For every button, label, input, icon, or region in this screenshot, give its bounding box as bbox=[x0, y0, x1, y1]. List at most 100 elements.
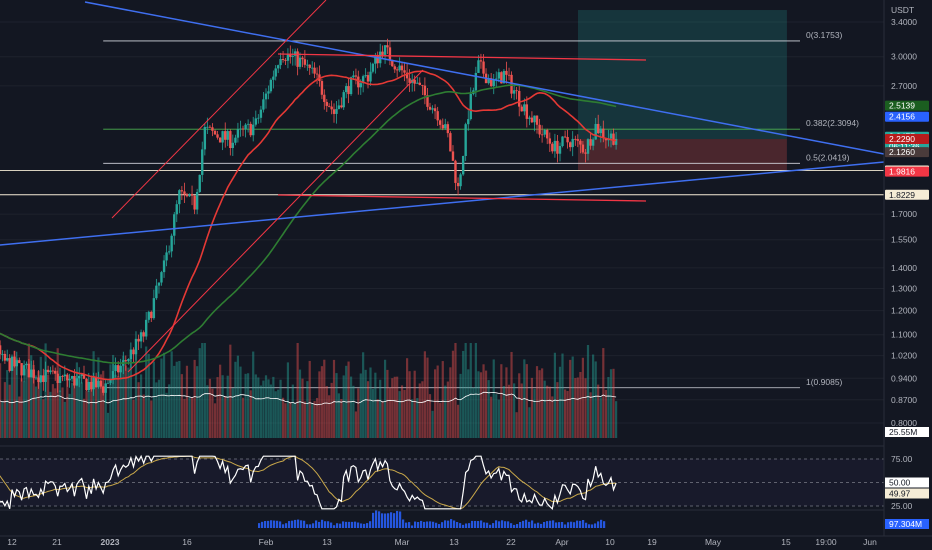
volume-bar bbox=[109, 364, 112, 438]
time-axis[interactable]: 12 21 2023 16 Feb 13 Mar 13 22 Apr 10 19 May 15 19:00 J… bbox=[0, 535, 932, 547]
volume-bar bbox=[97, 357, 100, 438]
candle-body bbox=[538, 124, 541, 135]
volume-bar bbox=[337, 393, 340, 438]
volume-bar bbox=[87, 390, 90, 438]
candle-body bbox=[102, 386, 105, 393]
candle-body bbox=[221, 131, 224, 143]
volume-bar bbox=[548, 386, 551, 438]
volume-bar bbox=[558, 366, 562, 438]
fibonacci-levels[interactable]: 0(3.1753) 0.382(2.3094) 0.5(2.0419) 1(0.908… bbox=[0, 30, 884, 389]
volume-profile-bar bbox=[459, 523, 462, 528]
volume-bar bbox=[226, 375, 229, 438]
candle-body bbox=[518, 90, 521, 107]
volume-bar bbox=[54, 388, 57, 438]
volume-bar bbox=[80, 382, 83, 438]
candle-body bbox=[301, 57, 304, 60]
volume-bar bbox=[520, 383, 523, 438]
candle-body bbox=[190, 193, 194, 196]
candle-body bbox=[155, 285, 158, 299]
volume-profile-bar bbox=[330, 522, 333, 528]
volume-bar bbox=[364, 369, 367, 438]
volume-bar bbox=[439, 402, 442, 438]
candle-body bbox=[185, 194, 189, 197]
volume-bar bbox=[574, 378, 577, 438]
candle-body bbox=[340, 105, 343, 108]
candle-body bbox=[139, 332, 143, 342]
time-tick-label: 13 bbox=[449, 537, 459, 547]
volume-profile-bar bbox=[327, 521, 330, 528]
volume-profile-bar bbox=[570, 521, 573, 528]
volume-profile-value: 97.304M bbox=[889, 519, 922, 529]
volume-bar bbox=[571, 356, 574, 438]
volume-bar bbox=[464, 343, 467, 438]
volume-profile-bar bbox=[594, 523, 597, 528]
volume-bar bbox=[183, 398, 186, 438]
volume-profile-bar bbox=[465, 523, 468, 528]
volume-bar bbox=[99, 374, 102, 438]
rsi-ma-line bbox=[0, 455, 617, 510]
price-tag-value: 2.1260 bbox=[889, 147, 915, 157]
volume-bar bbox=[423, 351, 426, 438]
volume-profile-bar bbox=[456, 522, 459, 528]
candle-body bbox=[421, 84, 424, 86]
volume-bar bbox=[20, 378, 23, 438]
candle-body bbox=[157, 282, 161, 286]
candle-body bbox=[173, 214, 176, 236]
volume-bar bbox=[492, 359, 495, 438]
volume-bar bbox=[37, 371, 40, 438]
time-tick-label: 13 bbox=[322, 537, 332, 547]
candle-body bbox=[39, 375, 42, 383]
volume-bar bbox=[137, 382, 140, 438]
volume-bar bbox=[323, 359, 326, 438]
candle-body bbox=[46, 369, 50, 373]
candle-body bbox=[134, 338, 138, 355]
volume-profile-bar bbox=[387, 513, 390, 528]
candle-body bbox=[594, 123, 597, 140]
candle-body bbox=[291, 55, 294, 57]
volume-bar bbox=[68, 393, 71, 438]
support-line bbox=[277, 194, 647, 202]
price-axis[interactable]: 3.4000 3.0000 2.7000 1.7000 1.5500 1.4000 1.30… bbox=[883, 0, 917, 536]
volume-bar bbox=[25, 368, 28, 438]
position-zones[interactable] bbox=[578, 10, 787, 171]
candle-body bbox=[82, 374, 86, 379]
price-tag bbox=[885, 189, 929, 200]
volume-bar bbox=[479, 372, 483, 438]
volume-bar bbox=[308, 360, 311, 438]
volume-bar bbox=[61, 387, 64, 438]
volume-bar bbox=[277, 389, 280, 438]
volume-bar bbox=[286, 362, 290, 438]
price-tick-label: 1.4000 bbox=[891, 263, 917, 273]
volume-bar bbox=[3, 382, 6, 438]
candle-body bbox=[58, 376, 62, 384]
candle-body bbox=[482, 61, 485, 74]
candle-body bbox=[239, 128, 242, 130]
volume-bar bbox=[459, 373, 462, 438]
candle-body bbox=[257, 117, 260, 119]
candle-body bbox=[289, 53, 292, 57]
volume-bar bbox=[607, 376, 610, 438]
volume-profile-bar bbox=[360, 523, 363, 528]
price-tick-label: 1.2000 bbox=[891, 306, 917, 316]
volume-bar bbox=[490, 396, 493, 438]
candle-body bbox=[104, 383, 107, 393]
volume-bar bbox=[306, 381, 309, 438]
candle-body bbox=[308, 64, 311, 68]
volume-bar bbox=[495, 394, 498, 438]
candle-body bbox=[533, 115, 536, 123]
candle-body bbox=[34, 377, 38, 379]
candle-body bbox=[357, 76, 360, 88]
price-tag bbox=[885, 147, 929, 158]
candle-body bbox=[32, 369, 35, 378]
volume-bar bbox=[134, 347, 138, 438]
volume-profile-bar bbox=[429, 521, 432, 528]
volume-bar bbox=[320, 366, 324, 438]
candle-body bbox=[51, 370, 55, 372]
candle-body bbox=[162, 260, 166, 273]
candle-body bbox=[106, 382, 110, 384]
candle-body bbox=[44, 369, 47, 382]
trendlines[interactable] bbox=[0, 0, 885, 373]
volume-bar bbox=[441, 361, 444, 438]
